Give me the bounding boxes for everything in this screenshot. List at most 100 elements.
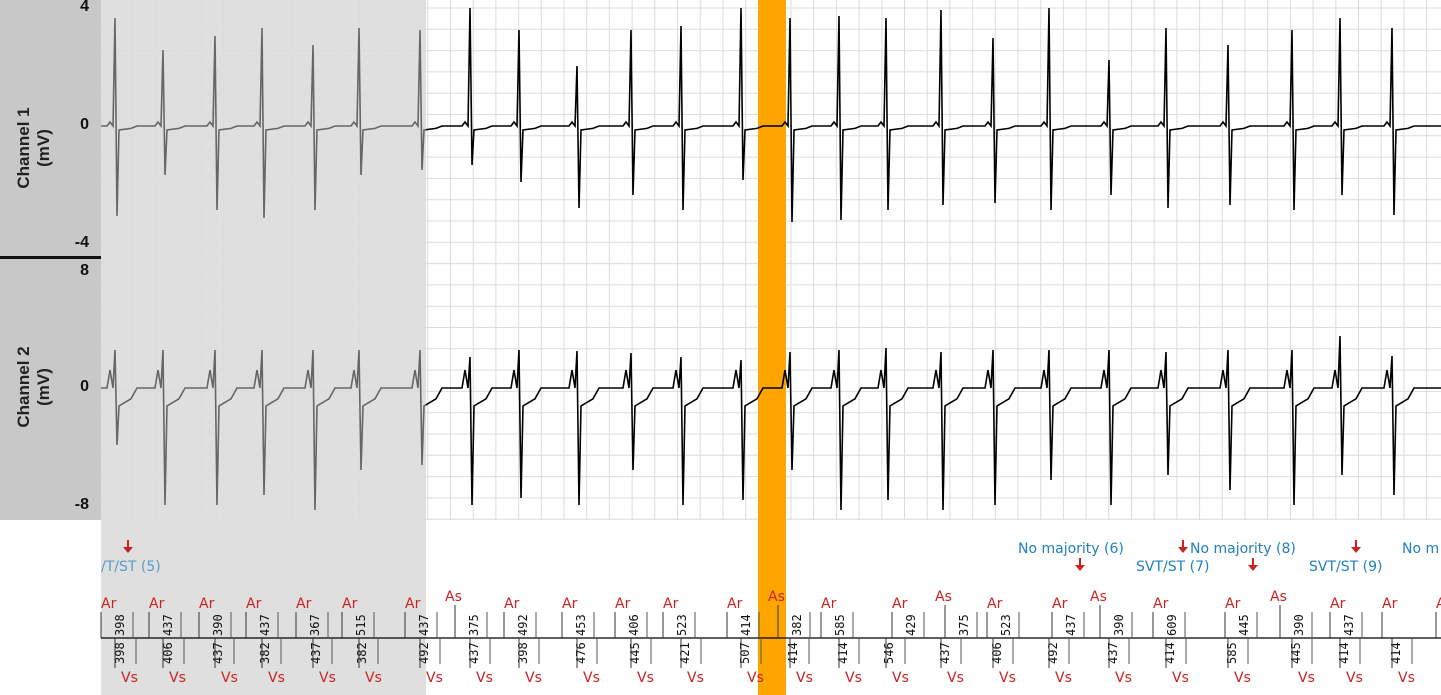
- ventricular-interval: 546: [882, 642, 896, 664]
- channel-2-trace: [426, 335, 1441, 511]
- episode-label[interactable]: /T/ST (5): [101, 559, 161, 575]
- atrial-marker: Ar: [1436, 596, 1441, 612]
- atrial-interval: 523: [675, 614, 689, 636]
- ventricular-marker: Vs: [947, 670, 964, 686]
- ch2-ymin-label: -8: [74, 496, 89, 513]
- atrial-marker: Ar: [987, 596, 1003, 612]
- ventricular-marker: Vs: [796, 670, 813, 686]
- ventricular-interval: 414: [786, 642, 800, 664]
- ventricular-interval: 437: [211, 642, 225, 664]
- atrial-marker: Ar: [149, 596, 165, 612]
- ventricular-interval: 445: [628, 642, 642, 664]
- ventricular-marker: Vs: [892, 670, 909, 686]
- atrial-marker: Ar: [405, 596, 421, 612]
- atrial-interval: 437: [417, 614, 431, 636]
- ventricular-interval: 437: [309, 642, 323, 664]
- atrial-marker: Ar: [101, 596, 117, 612]
- channel-1-trace-reviewed: [101, 17, 426, 219]
- atrial-interval: 367: [308, 614, 322, 636]
- atrial-marker: Ar: [1153, 596, 1169, 612]
- atrial-interval: 437: [1064, 614, 1078, 636]
- atrial-interval: 375: [957, 614, 971, 636]
- ventricular-interval: 406: [990, 642, 1004, 664]
- atrial-marker: Ar: [504, 596, 520, 612]
- episode-arrow-icon: [1351, 540, 1361, 553]
- ventricular-interval: 585: [1225, 642, 1239, 664]
- atrial-marker: As: [768, 589, 785, 605]
- episode-label[interactable]: SVT/ST (7): [1136, 559, 1209, 575]
- atrial-interval: 523: [999, 614, 1013, 636]
- atrial-marker: Ar: [342, 596, 358, 612]
- atrial-marker: As: [935, 589, 952, 605]
- selection-highlight[interactable]: [758, 0, 786, 695]
- episode-label[interactable]: No majority (8): [1190, 541, 1296, 557]
- atrial-marker: Ar: [727, 596, 743, 612]
- atrial-interval: 585: [833, 614, 847, 636]
- ventricular-interval: 437: [1106, 642, 1120, 664]
- ventricular-marker: Vs: [1115, 670, 1132, 686]
- atrial-interval: 375: [467, 614, 481, 636]
- atrial-interval: 609: [1165, 614, 1179, 636]
- ch2-ymax-label: 8: [80, 262, 89, 279]
- atrial-marker: Ar: [615, 596, 631, 612]
- atrial-interval: 437: [1342, 614, 1356, 636]
- axis-panel: Channel 1 (mV) 4 0 -4 Channel 2 (mV) 8 0…: [0, 0, 101, 520]
- episode-arrow-icon: [1178, 540, 1188, 553]
- ventricular-interval: 414: [1163, 642, 1177, 664]
- episode-label[interactable]: No m: [1402, 541, 1439, 557]
- atrial-marker: Ar: [562, 596, 578, 612]
- marker-channel: Ar Ar Ar Ar Ar Ar Ar As Ar Ar Ar Ar Ar As Ar Ar As Ar Ar As…: [100, 589, 1441, 686]
- ventricular-marker: Vs: [845, 670, 862, 686]
- episode-arrow-icon: [1075, 558, 1085, 571]
- ventricular-marker: Vs: [687, 670, 704, 686]
- atrial-marker: Ar: [663, 596, 679, 612]
- ventricular-marker: Vs: [1234, 670, 1251, 686]
- atrial-marker: As: [1090, 589, 1107, 605]
- atrial-marker: As: [1270, 589, 1287, 605]
- ventricular-interval: 414: [836, 642, 850, 664]
- atrial-marker: Ar: [296, 596, 312, 612]
- atrial-marker: Ar: [892, 596, 908, 612]
- atrial-marker: Ar: [1382, 596, 1398, 612]
- ch1-ymin-label: -4: [74, 234, 89, 251]
- ventricular-marker: Vs: [319, 670, 336, 686]
- ventricular-interval: 406: [161, 642, 175, 664]
- ventricular-interval: 414: [1337, 642, 1351, 664]
- ventricular-marker: Vs: [476, 670, 493, 686]
- atrial-marker: Ar: [1330, 596, 1346, 612]
- ventricular-marker: Vs: [1055, 670, 1072, 686]
- ventricular-interval: 382: [355, 642, 369, 664]
- ventricular-interval: 492: [1046, 642, 1060, 664]
- ch1-ymax-label: 4: [80, 0, 89, 15]
- ventricular-marker: Vs: [121, 670, 138, 686]
- ventricular-marker: Vs: [365, 670, 382, 686]
- atrial-interval: 429: [904, 614, 918, 636]
- ventricular-marker: Vs: [583, 670, 600, 686]
- episode-label[interactable]: No majority (6): [1018, 541, 1124, 557]
- atrial-interval: 390: [1112, 614, 1126, 636]
- atrial-marker: Ar: [199, 596, 215, 612]
- ventricular-interval: 382: [258, 642, 272, 664]
- ventricular-interval: 507: [738, 642, 752, 664]
- atrial-interval: 445: [1237, 614, 1251, 636]
- atrial-interval: 390: [1292, 614, 1306, 636]
- atrial-interval: 437: [258, 614, 272, 636]
- episode-layer: /T/ST (5) No majority (6) No majority (8) S…: [101, 540, 1439, 575]
- ch1-zero-label: 0: [80, 116, 89, 133]
- atrial-interval: 492: [516, 614, 530, 636]
- atrial-interval: 414: [739, 614, 753, 636]
- atrial-interval: 390: [211, 614, 225, 636]
- ventricular-marker: Vs: [747, 670, 764, 686]
- atrial-interval: 437: [161, 614, 175, 636]
- atrial-marker: Ar: [1052, 596, 1068, 612]
- atrial-marker: As: [445, 589, 462, 605]
- atrial-interval: 382: [790, 614, 804, 636]
- ventricular-marker: Vs: [637, 670, 654, 686]
- ventricular-marker: Vs: [426, 670, 443, 686]
- ventricular-interval: 414: [1389, 642, 1403, 664]
- ventricular-marker: Vs: [1298, 670, 1315, 686]
- ventricular-interval: 492: [417, 642, 431, 664]
- episode-label[interactable]: SVT/ST (9): [1309, 559, 1382, 575]
- atrial-interval: 515: [354, 614, 368, 636]
